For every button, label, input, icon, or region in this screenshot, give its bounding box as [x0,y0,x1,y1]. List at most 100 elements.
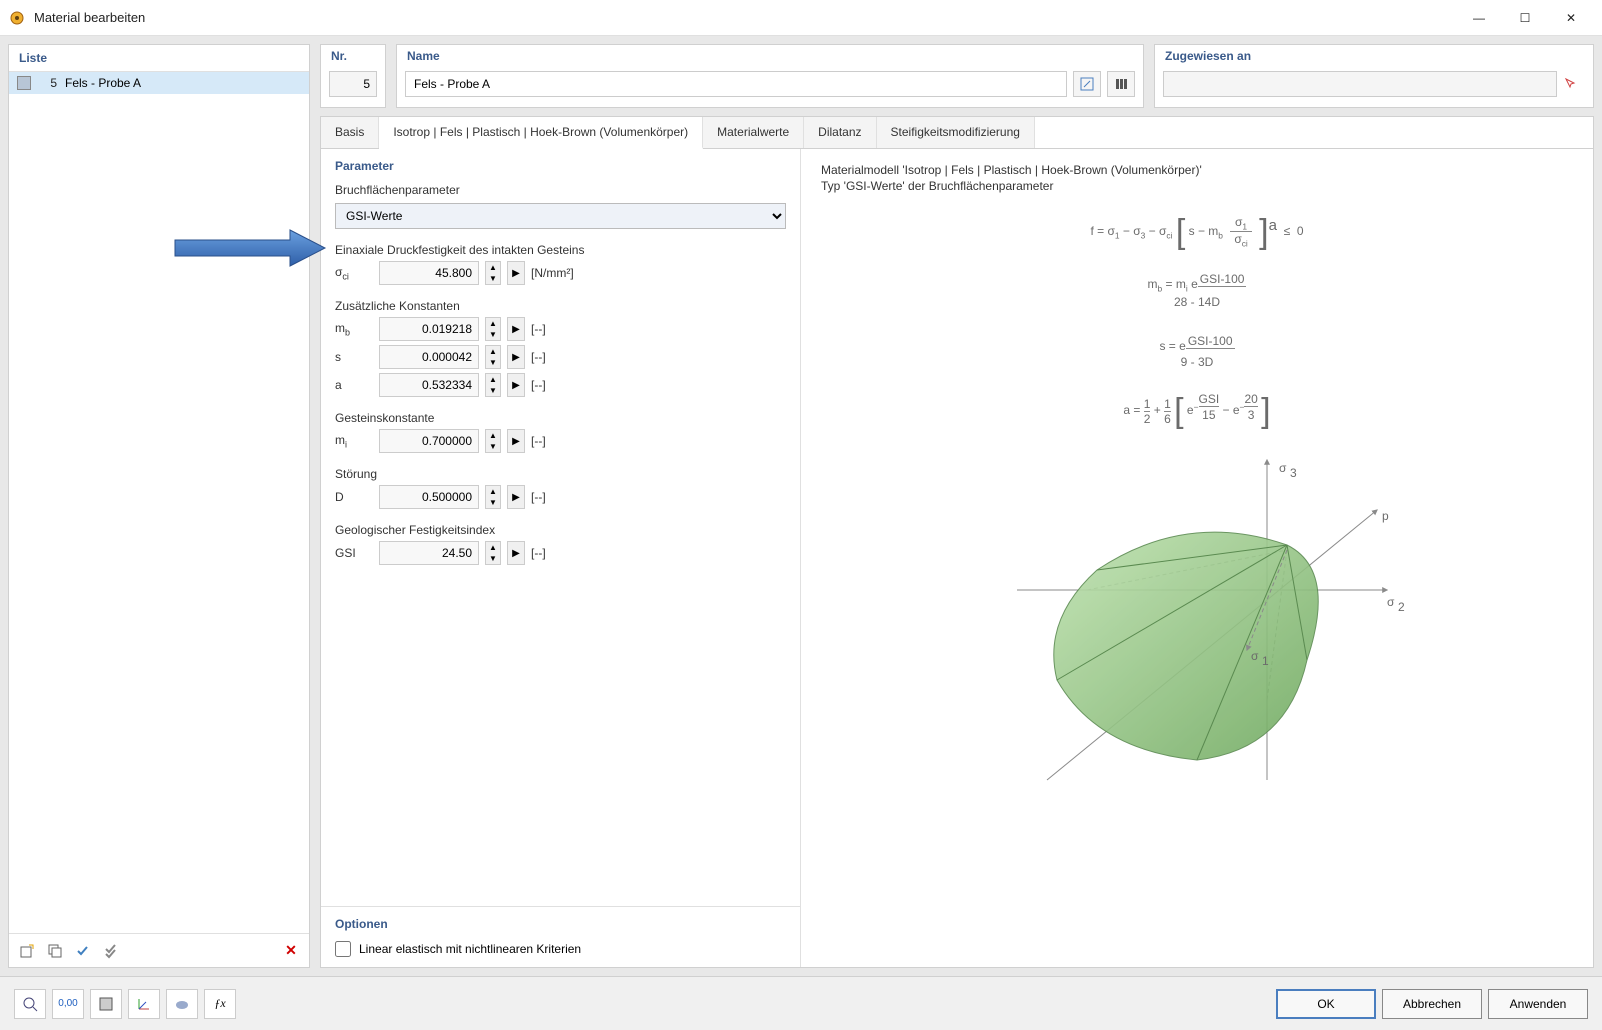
tab-dilatanz[interactable]: Dilatanz [804,117,876,148]
close-button[interactable]: ✕ [1548,3,1594,33]
mb-symbol: mb [335,321,373,337]
svg-text:3: 3 [1290,466,1297,480]
mb-pick-icon[interactable]: ▶ [507,317,525,341]
sigma-ci-unit: [N/mm²] [531,266,574,280]
svg-text:σ: σ [1279,461,1287,475]
top-row: Nr. Name Zugewiesen an [320,44,1594,108]
tab-materialwerte[interactable]: Materialwerte [703,117,804,148]
a-symbol: a [335,378,373,392]
a-spinner[interactable]: ▲▼ [485,373,501,397]
list-item-label: Fels - Probe A [65,76,141,90]
list-panel: Liste 5 Fels - Probe A ✕ [8,44,310,968]
sigma-ci-spinner[interactable]: ▲▼ [485,261,501,285]
material-swatch-icon [17,76,31,90]
units-icon[interactable]: 0,00 [52,989,84,1019]
ucd-label: Einaxiale Druckfestigkeit des intakten G… [335,243,786,257]
library-icon[interactable] [1107,71,1135,97]
cancel-button[interactable]: Abbrechen [1382,989,1482,1019]
options-title: Optionen [335,917,786,931]
tabs-container: Basis Isotrop | Fels | Plastisch | Hoek-… [320,116,1594,968]
d-symbol: D [335,490,373,504]
st-label: Störung [335,467,786,481]
mb-input[interactable] [379,317,479,341]
mi-spinner[interactable]: ▲▼ [485,429,501,453]
a-pick-icon[interactable]: ▶ [507,373,525,397]
svg-text:2: 2 [1398,600,1405,614]
a-input[interactable] [379,373,479,397]
gsi-input[interactable] [379,541,479,565]
d-spinner[interactable]: ▲▼ [485,485,501,509]
ok-button[interactable]: OK [1276,989,1376,1019]
tab-basis[interactable]: Basis [321,117,379,148]
search-icon[interactable] [14,989,46,1019]
new-item-icon[interactable] [15,939,39,963]
s-spinner[interactable]: ▲▼ [485,345,501,369]
nr-header: Nr. [321,45,385,67]
name-input[interactable] [405,71,1067,97]
linear-elastic-checkbox-row[interactable]: Linear elastisch mit nichtlinearen Krite… [335,941,786,957]
a-unit: [--] [531,378,546,392]
tab-steifigkeit[interactable]: Steifigkeitsmodifizierung [877,117,1035,148]
content-area: Liste 5 Fels - Probe A ✕ Nr. Name [0,36,1602,976]
tab-isotrop[interactable]: Isotrop | Fels | Plastisch | Hoek-Brown … [379,117,703,149]
check-icon[interactable] [71,939,95,963]
app-icon [8,9,26,27]
linear-elastic-checkbox[interactable] [335,941,351,957]
maximize-button[interactable]: ☐ [1502,3,1548,33]
mi-pick-icon[interactable]: ▶ [507,429,525,453]
s-pick-icon[interactable]: ▶ [507,345,525,369]
mi-input[interactable] [379,429,479,453]
mb-spinner[interactable]: ▲▼ [485,317,501,341]
titlebar: Material bearbeiten ― ☐ ✕ [0,0,1602,36]
tab-bar: Basis Isotrop | Fels | Plastisch | Hoek-… [321,117,1593,149]
s-input[interactable] [379,345,479,369]
d-unit: [--] [531,490,546,504]
options-section: Optionen Linear elastisch mit nichtlinea… [321,906,800,967]
fx-icon[interactable]: ƒx [204,989,236,1019]
copy-item-icon[interactable] [43,939,67,963]
list-toolbar: ✕ [9,933,309,967]
list-item[interactable]: 5 Fels - Probe A [9,72,309,94]
yield-surface-diagram: σ3 σ2 p σ1 [987,450,1407,810]
check2-icon[interactable] [99,939,123,963]
parameter-section: Parameter Bruchflächenparameter GSI-Wert… [321,149,800,579]
gfi-label: Geologischer Festigkeitsindex [335,523,786,537]
list-item-number: 5 [39,76,57,90]
d-pick-icon[interactable]: ▶ [507,485,525,509]
d-input[interactable] [379,485,479,509]
pick-assigned-icon[interactable] [1557,71,1585,97]
gk-label: Gesteinskonstante [335,411,786,425]
nr-input[interactable] [329,71,377,97]
eq-a: a = 12 + 16 [ e−GSI15 − e−203 ] [821,392,1573,431]
formula-column: Materialmodell 'Isotrop | Fels | Plastis… [801,149,1593,967]
nr-box: Nr. [320,44,386,108]
minimize-button[interactable]: ― [1456,3,1502,33]
cloud-icon[interactable] [166,989,198,1019]
delete-icon[interactable]: ✕ [279,939,303,963]
info-line-1: Materialmodell 'Isotrop | Fels | Plastis… [821,163,1573,177]
gsi-pick-icon[interactable]: ▶ [507,541,525,565]
axes-icon[interactable] [128,989,160,1019]
gsi-spinner[interactable]: ▲▼ [485,541,501,565]
color-box-icon[interactable] [90,989,122,1019]
s-unit: [--] [531,350,546,364]
window-title: Material bearbeiten [34,10,1456,25]
apply-button[interactable]: Anwenden [1488,989,1588,1019]
gsi-unit: [--] [531,546,546,560]
list-body: 5 Fels - Probe A [9,72,309,933]
linear-elastic-label: Linear elastisch mit nichtlinearen Krite… [359,942,581,956]
sigma-ci-pick-icon[interactable]: ▶ [507,261,525,285]
mi-unit: [--] [531,434,546,448]
s-symbol: s [335,350,373,364]
edit-name-icon[interactable] [1073,71,1101,97]
assigned-input[interactable] [1163,71,1557,97]
bottom-bar: 0,00 ƒx OK Abbrechen Anwenden [0,976,1602,1030]
bfp-select[interactable]: GSI-Werte [335,203,786,229]
a-row: a ▲▼ ▶ [--] [335,373,786,397]
s-row: s ▲▼ ▶ [--] [335,345,786,369]
sigma-ci-symbol: σci [335,265,373,281]
info-line-2: Typ 'GSI-Werte' der Bruchflächenparamete… [821,179,1573,193]
mi-row: mi ▲▼ ▶ [--] [335,429,786,453]
sigma-ci-input[interactable] [379,261,479,285]
svg-text:1: 1 [1262,654,1269,668]
